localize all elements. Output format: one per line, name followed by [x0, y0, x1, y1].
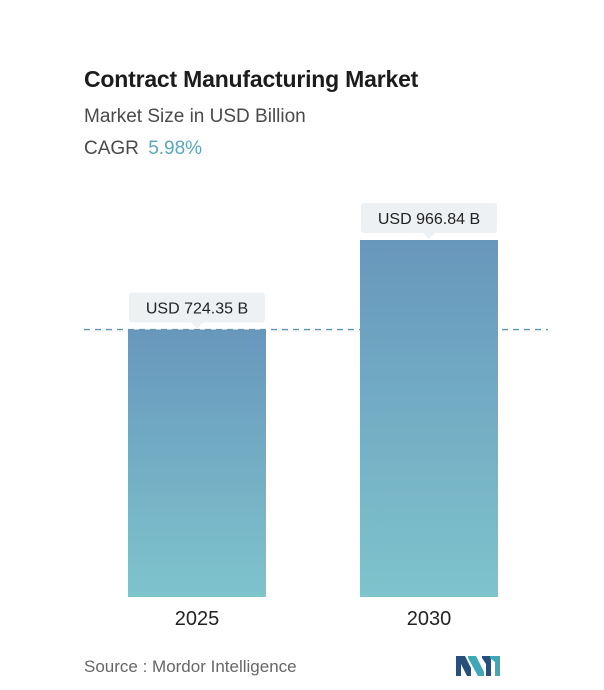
data-labels-layer: USD 724.35 B USD 966.84 B: [129, 203, 497, 329]
data-label-box: [129, 292, 265, 323]
source-text: Source : Mordor Intelligence: [84, 657, 297, 676]
data-label-box: [361, 203, 497, 233]
chart-title: Contract Manufacturing Market: [84, 66, 419, 92]
cagr-label: CAGR: [84, 138, 139, 159]
chart-subtitle: Market Size in USD Billion: [84, 106, 306, 127]
bars-layer: [128, 240, 498, 597]
data-label-text: USD 966.84 B: [378, 211, 480, 228]
bar-2025: [128, 329, 266, 597]
cagr-row: CAGR 5.98%: [84, 138, 202, 160]
mordor-intelligence-logo-icon: [456, 654, 500, 681]
x-tick-labels-layer: 2025 2030: [175, 608, 452, 630]
cagr-value: 5.98%: [148, 138, 203, 159]
data-label-pointer: [191, 322, 203, 329]
data-label-2030: USD 966.84 B: [361, 203, 497, 239]
x-tick-label-2025: 2025: [175, 608, 220, 630]
data-label-text: USD 724.35 B: [146, 301, 248, 318]
x-tick-label-2030: 2030: [407, 608, 452, 630]
bar-2030: [360, 240, 498, 597]
data-label-2025: USD 724.35 B: [129, 292, 265, 329]
data-label-pointer: [423, 233, 435, 239]
